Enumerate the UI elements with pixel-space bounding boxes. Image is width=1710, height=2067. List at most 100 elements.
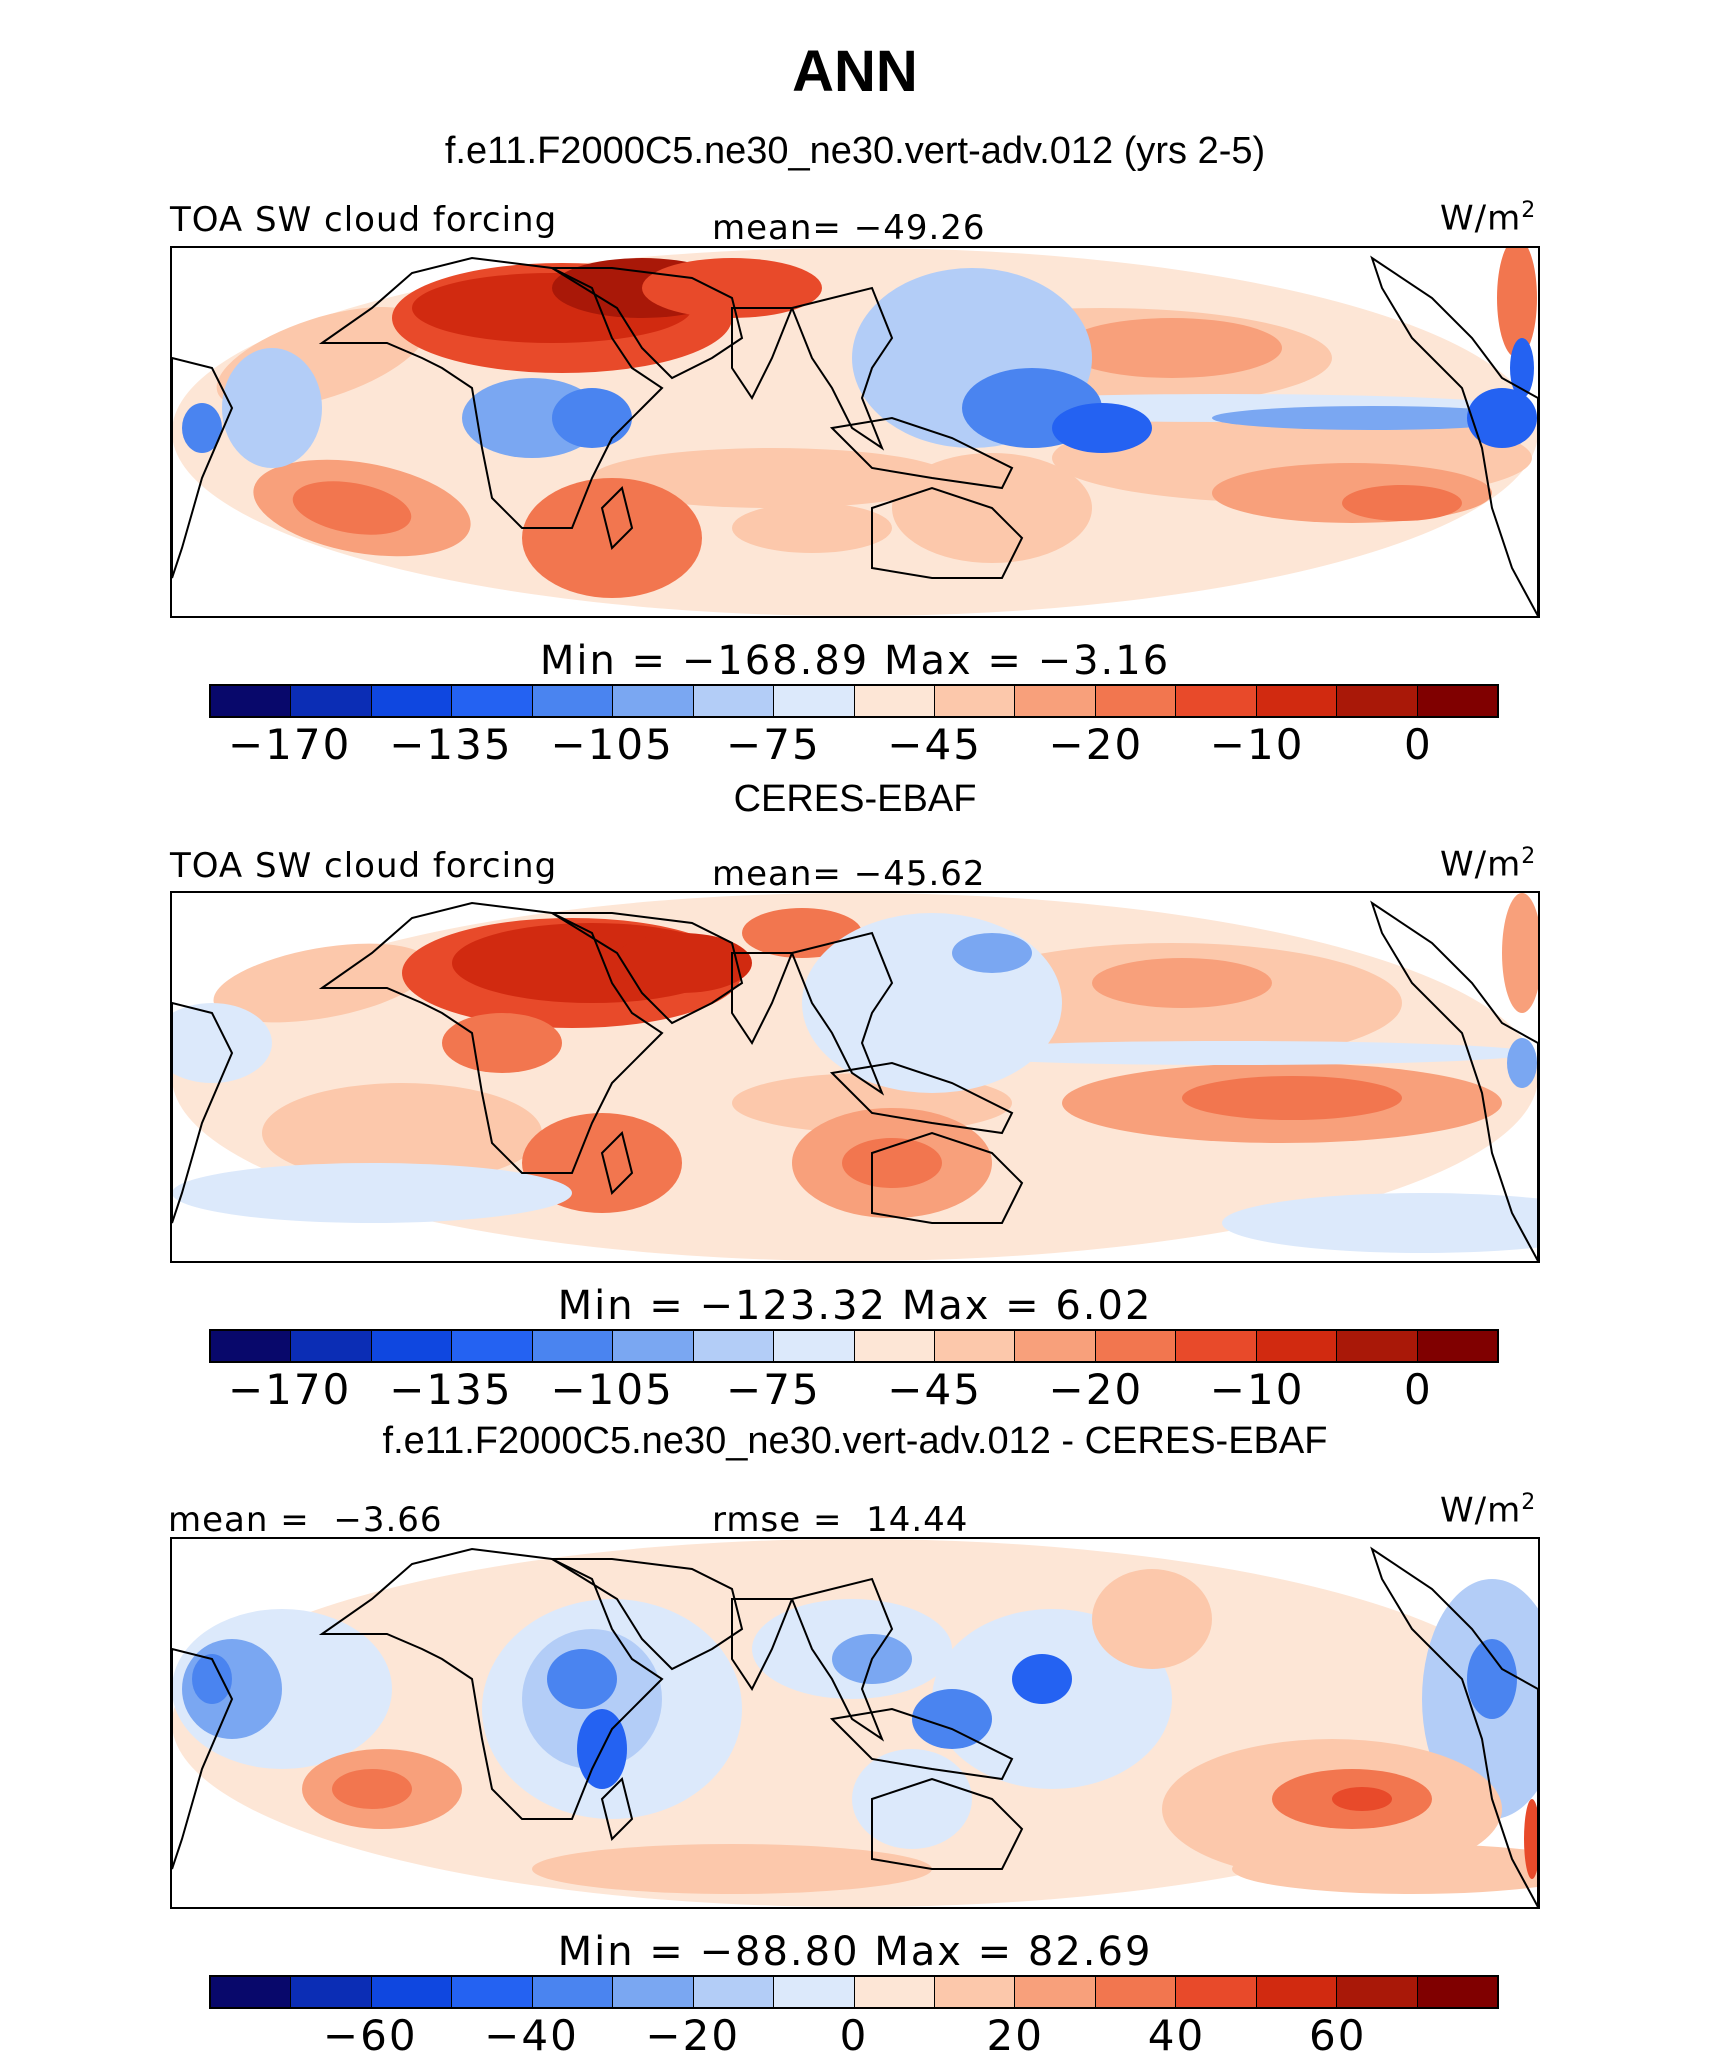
colorbar-tick-label: −20 — [1048, 720, 1144, 769]
coastline — [318, 901, 664, 1174]
panel-1-colorbar — [209, 684, 1499, 718]
panel-2-field — [172, 893, 1538, 1261]
coastline — [731, 952, 794, 1045]
field-contour-region — [182, 403, 222, 453]
field-contour-region — [1212, 406, 1532, 430]
colorbar-swatch — [1256, 686, 1338, 716]
colorbar-swatch — [452, 1977, 533, 2007]
colorbar-swatch — [1337, 1331, 1418, 1361]
field-contour-region — [292, 481, 412, 535]
colorbar-swatch — [1417, 686, 1497, 716]
colorbar-tick-label: −20 — [1048, 1365, 1144, 1414]
panel-1-title: f.e11.F2000C5.ne30_ne30.vert-adv.012 (yr… — [444, 130, 1266, 172]
field-contour-region — [612, 933, 752, 993]
colorbar-swatch — [934, 686, 1016, 716]
colorbar-swatch — [291, 686, 372, 716]
coastline — [871, 1131, 1024, 1224]
colorbar-tick-label: −45 — [887, 720, 982, 769]
colorbar-swatch — [1095, 1331, 1177, 1361]
colorbar-swatch — [693, 686, 775, 716]
colorbar-swatch — [1417, 1977, 1497, 2007]
colorbar-swatch — [774, 1977, 855, 2007]
colorbar-tick-label: −170 — [227, 720, 352, 769]
field-contour-region — [262, 1083, 542, 1183]
field-contour-region — [1497, 248, 1537, 358]
colorbar-swatch — [291, 1331, 372, 1361]
field-contour-region — [1502, 893, 1538, 1013]
panel-1-mean: mean= −49.26 — [712, 208, 986, 248]
coastline — [731, 1598, 794, 1691]
colorbar-swatch — [211, 686, 292, 716]
colorbar-tick-label: 0 — [1404, 1365, 1433, 1414]
colorbar-swatch — [371, 1977, 453, 2007]
colorbar-swatch — [854, 1331, 935, 1361]
colorbar-swatch — [211, 1977, 292, 2007]
panel-3-unit: W/m2 — [1440, 1490, 1537, 1531]
colorbar-swatch — [1015, 686, 1096, 716]
field-contour-region — [1222, 1193, 1538, 1253]
colorbar-swatch — [693, 1331, 775, 1361]
colorbar-swatch — [693, 1977, 775, 2007]
colorbar-tick-label: 40 — [1147, 2011, 1206, 2060]
colorbar-tick-label: −10 — [1209, 1365, 1305, 1414]
colorbar-swatch — [1337, 686, 1418, 716]
panel-3-map — [170, 1537, 1540, 1909]
coastline — [548, 267, 744, 380]
colorbar-swatch — [532, 1977, 614, 2007]
coastline — [318, 1547, 664, 1820]
colorbar-tick-label: −105 — [550, 720, 674, 769]
field-contour-region — [552, 388, 632, 448]
coastline — [600, 1777, 634, 1841]
field-contour-region — [172, 1163, 572, 1223]
colorbar-swatch — [452, 686, 533, 716]
panel-1-field — [172, 248, 1538, 616]
colorbar-tick-label: 60 — [1309, 2011, 1367, 2060]
panel-2-minmax: Min = −123.32 Max = 6.02 — [557, 1283, 1153, 1329]
panel-2-mean: mean= −45.62 — [712, 854, 986, 894]
field-contour-region — [1012, 1654, 1072, 1704]
colorbar-swatch — [1176, 1977, 1257, 2007]
colorbar-tick-label: −170 — [227, 1365, 352, 1414]
panel-2-colorbar — [209, 1329, 1499, 1363]
colorbar-tick-label: −60 — [322, 2011, 418, 2060]
colorbar-swatch — [613, 1977, 694, 2007]
colorbar-tick-label: 0 — [839, 2011, 869, 2060]
coastline — [871, 486, 1024, 579]
coastline — [790, 931, 894, 1096]
colorbar-swatch — [1256, 1331, 1338, 1361]
colorbar-tick-label: −40 — [484, 2011, 579, 2060]
colorbar-tick-label: −105 — [550, 1365, 674, 1414]
colorbar-tick-label: −45 — [887, 1365, 982, 1414]
colorbar-tick-label: −75 — [726, 720, 821, 769]
colorbar-swatch — [532, 1331, 614, 1361]
coastline — [829, 416, 1014, 490]
colorbar-swatch — [934, 1331, 1016, 1361]
colorbar-swatch — [854, 686, 935, 716]
field-contour-region — [642, 258, 822, 318]
panel-3-field — [172, 1539, 1538, 1907]
field-contour-region — [1062, 318, 1282, 378]
colorbar-swatch — [934, 1977, 1016, 2007]
coastline — [172, 1647, 234, 1870]
coastline — [1370, 1546, 1538, 1907]
coastline — [829, 1061, 1014, 1135]
panel-1-minmax: Min = −168.89 Max = −3.16 — [539, 638, 1171, 684]
coastline — [172, 1001, 234, 1224]
colorbar-swatch — [613, 1331, 694, 1361]
field-contour-region — [1332, 1787, 1392, 1811]
field-contour-region — [1182, 1076, 1402, 1120]
field-contour-region — [932, 1041, 1532, 1065]
panel-1-map — [170, 246, 1540, 618]
field-contour-region — [952, 933, 1032, 973]
colorbar-swatch — [371, 1331, 453, 1361]
colorbar-swatch — [1015, 1331, 1096, 1361]
colorbar-swatch — [452, 1331, 533, 1361]
panel-1-unit: W/m2 — [1440, 198, 1537, 239]
colorbar-swatch — [1095, 1977, 1177, 2007]
panel-2-unit: W/m2 — [1440, 844, 1537, 885]
panel-2-map — [170, 891, 1540, 1263]
panel-3-minmax: Min = −88.80 Max = 82.69 — [557, 1929, 1153, 1975]
colorbar-tick-label: −135 — [389, 720, 513, 769]
panel-2-variable: TOA SW cloud forcing — [170, 846, 558, 886]
coastline — [600, 486, 634, 550]
